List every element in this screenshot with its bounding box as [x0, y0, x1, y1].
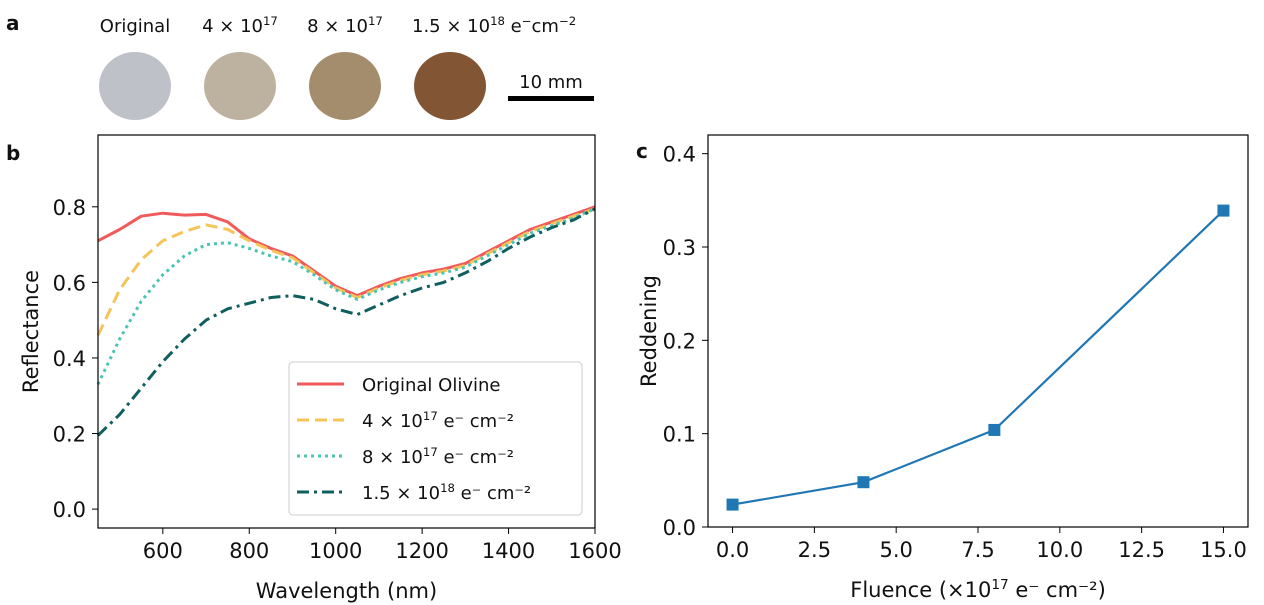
- series-line: [732, 209, 1225, 506]
- sample-label-part: Original: [100, 16, 170, 37]
- sample-label-part: −2: [559, 14, 576, 28]
- plot-frame: [97, 134, 596, 529]
- scale-bar: [508, 96, 594, 101]
- y-tick-label: 0.4: [663, 143, 696, 167]
- x-tick-label: 1600: [568, 539, 621, 563]
- sample-label-part: e: [505, 16, 522, 37]
- x-tick-label: 800: [229, 539, 269, 563]
- series-line: [97, 205, 596, 298]
- legend-entry: 1.5 × 1018 e⁻ cm⁻²: [362, 481, 531, 504]
- sample-disc: [204, 52, 276, 120]
- sample-disc: [99, 52, 171, 120]
- y-tick-label: 0.2: [53, 423, 86, 447]
- x-axis-label-part: Fluence (×10: [850, 578, 991, 602]
- y-tick-label: 0.1: [663, 423, 696, 447]
- sample-label-part: −: [522, 14, 532, 28]
- data-point-marker: [988, 423, 1001, 436]
- sample-label: 1.5 × 1018 e−cm−2: [412, 14, 576, 37]
- x-axis-label: Wavelength (nm): [256, 579, 437, 603]
- x-tick-label: 12.5: [1118, 538, 1165, 562]
- data-point-marker: [1217, 204, 1230, 217]
- sample-disc: [309, 52, 381, 120]
- x-axis-label-part: e⁻ cm⁻²): [1009, 578, 1106, 602]
- sample-label-part: 18: [490, 14, 505, 28]
- series-line: [96, 207, 596, 437]
- y-tick-label: 0.0: [53, 498, 86, 522]
- legend-entry-part: 17: [423, 409, 438, 423]
- data-point-marker: [726, 498, 739, 511]
- legend-entry-part: 17: [423, 445, 438, 459]
- legend-entry: Original Olivine: [362, 375, 500, 396]
- legend-box: [288, 361, 583, 516]
- legend-entry-part: e⁻ cm⁻²: [438, 411, 514, 432]
- legend-entry-part: 18: [440, 481, 455, 495]
- sample-label-part: 1.5 × 10: [412, 16, 490, 37]
- y-tick-label: 0.3: [663, 236, 696, 260]
- series-line: [96, 207, 596, 336]
- sample-label-part: 17: [263, 14, 278, 28]
- x-tick-label: 1000: [309, 539, 362, 563]
- x-axis-label: Fluence (×1017 e⁻ cm⁻²): [850, 577, 1106, 602]
- sample-label-part: 17: [368, 14, 383, 28]
- sample-label: Original: [100, 16, 170, 37]
- x-tick-label: 1400: [482, 539, 535, 563]
- sample-label-part: cm: [532, 16, 559, 37]
- x-tick-label: 5.0: [879, 538, 912, 562]
- chart-panel-c: c 0.0 2.5 5.0 7.5 10.0 12.5 15.0 0.0 0.1 0.2 0.3 0.4…: [636, 134, 1249, 602]
- legend-entry-part: e⁻ cm⁻²: [438, 447, 514, 468]
- series-line: [96, 207, 596, 386]
- sample-disc: [414, 52, 486, 120]
- panel-letter-b: b: [6, 141, 20, 165]
- plot-frame: [707, 134, 1249, 528]
- x-tick-label: 2.5: [798, 538, 831, 562]
- legend-entry: 4 × 1017 e⁻ cm⁻²: [362, 409, 514, 432]
- x-tick-label: 0.0: [716, 538, 749, 562]
- y-tick-label: 0.0: [663, 516, 696, 540]
- legend-entry-part: Original Olivine: [362, 375, 500, 396]
- legend-entry-part: 4 × 10: [362, 411, 423, 432]
- sample-label-part: 4 × 10: [202, 16, 263, 37]
- x-tick-label: 1200: [395, 539, 448, 563]
- chart-panel-b: b 600 800 1000 1200 1400 1600 0.0 0.2 0.4 0.6 0.8 Wa…: [6, 134, 622, 603]
- legend-entry: 8 × 1017 e⁻ cm⁻²: [362, 445, 514, 468]
- y-axis-label: Reddening: [637, 275, 661, 387]
- x-tick-label: 10.0: [1036, 538, 1083, 562]
- y-tick-label: 0.8: [53, 196, 86, 220]
- y-tick-label: 0.4: [53, 347, 86, 371]
- sample-label-part: 8 × 10: [307, 16, 368, 37]
- y-axis-label: Reflectance: [19, 270, 43, 393]
- x-axis-label-part: 17: [991, 577, 1008, 593]
- sample-label: 8 × 1017: [307, 14, 383, 37]
- panel-letter-a: a: [6, 11, 20, 35]
- y-tick-label: 0.2: [663, 329, 696, 353]
- sample-label: 4 × 1017: [202, 14, 278, 37]
- panel-letter-c: c: [636, 139, 648, 163]
- data-point-marker: [857, 476, 870, 489]
- x-tick-label: 7.5: [961, 538, 994, 562]
- scale-bar-label: 10 mm: [519, 72, 583, 93]
- y-tick-label: 0.6: [53, 271, 86, 295]
- x-tick-label: 15.0: [1200, 538, 1247, 562]
- legend-entry-part: e⁻ cm⁻²: [455, 483, 531, 504]
- legend-entry-part: 1.5 × 10: [362, 483, 440, 504]
- legend-entry-part: 8 × 10: [362, 447, 423, 468]
- x-tick-label: 600: [143, 539, 183, 563]
